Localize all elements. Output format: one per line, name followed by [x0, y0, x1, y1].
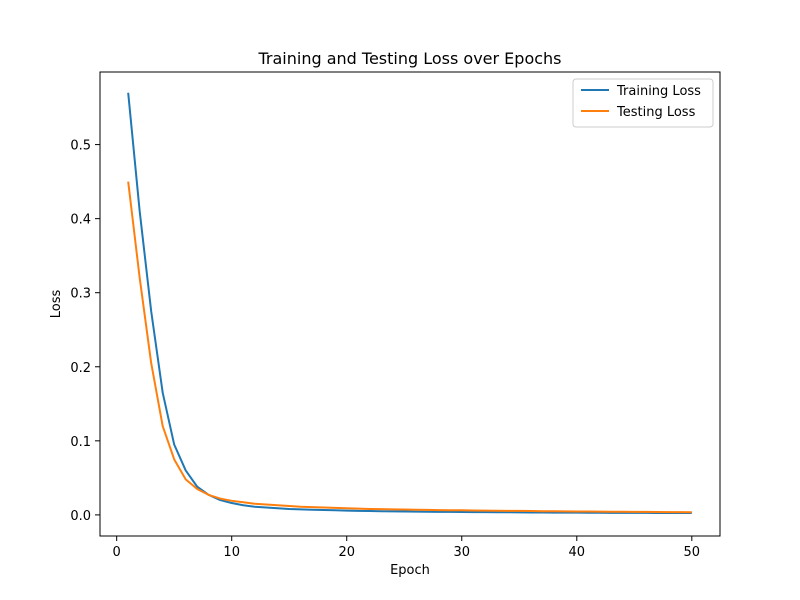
y-tick-label: 0.3	[70, 287, 91, 302]
y-tick-label: 0.1	[70, 435, 91, 450]
x-tick-label: 50	[684, 545, 701, 560]
plot-area	[99, 71, 721, 537]
y-tick-label: 0.5	[70, 139, 91, 154]
x-axis-ticks: 0 10 20 30 40 50	[113, 536, 701, 560]
series-line-testing-loss	[127, 181, 692, 514]
series-layer	[127, 92, 692, 515]
y-axis-ticks: 0.0 0.1 0.2 0.3 0.4 0.5	[70, 139, 100, 524]
x-tick-label: 10	[223, 545, 240, 560]
chart-title: Training and Testing Loss over Epochs	[257, 49, 561, 68]
y-tick-label: 0.2	[70, 361, 91, 376]
y-tick-label: 0.0	[70, 509, 91, 524]
series-line-training-loss	[127, 92, 692, 515]
legend-label-testing: Testing Loss	[616, 105, 696, 120]
y-axis-label: Loss	[49, 290, 64, 319]
x-tick-label: 0	[113, 545, 121, 560]
x-tick-label: 30	[453, 545, 470, 560]
x-tick-label: 40	[569, 545, 586, 560]
legend-label-training: Training Loss	[616, 84, 701, 99]
legend: Training Loss Testing Loss	[572, 78, 714, 128]
y-tick-label: 0.4	[70, 213, 91, 228]
axes-frame	[99, 71, 721, 537]
x-tick-label: 20	[338, 545, 355, 560]
x-axis-label: Epoch	[390, 563, 430, 578]
